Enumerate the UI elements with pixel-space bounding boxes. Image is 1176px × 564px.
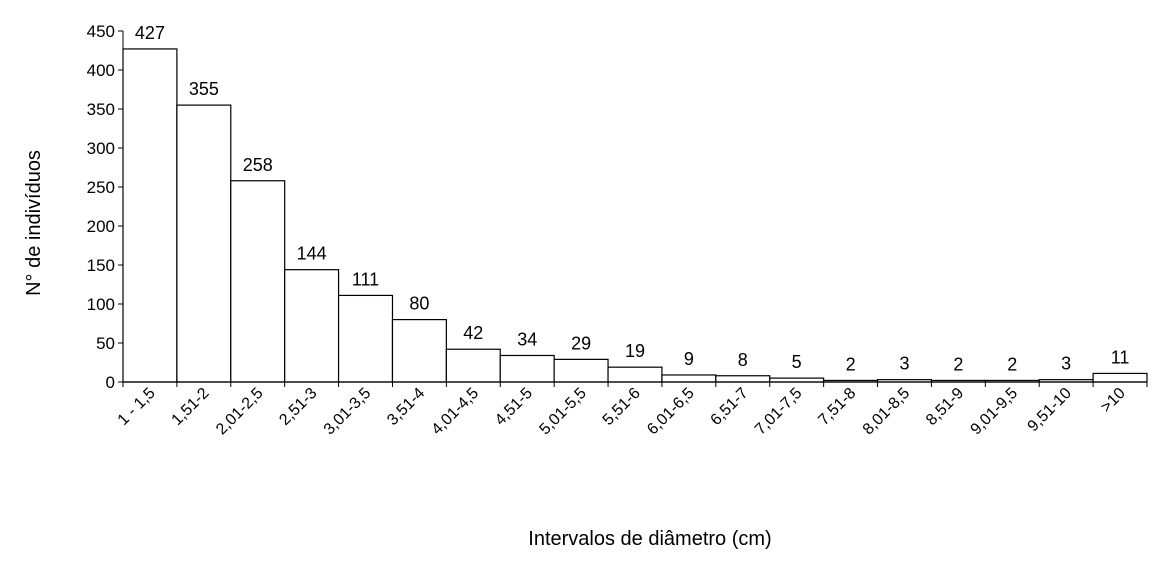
bar-data-label: 9 [684,349,694,369]
bar-data-label: 3 [899,354,909,374]
bar [607,366,663,383]
y-axis-title: N° de indivíduos [23,150,45,296]
x-category-label: 1,51-2 [169,385,213,429]
y-tick-label: 200 [87,217,115,236]
x-category-label: 2,51-3 [276,385,320,429]
bar-data-label: 80 [409,294,429,314]
x-category-label: 9,51-10 [1025,385,1075,435]
x-axis-title: Intervalos de diâmetro (cm) [528,528,771,550]
bar-data-label: 2 [846,354,856,374]
bar [1092,372,1148,383]
bar-data-label: 144 [297,244,327,264]
x-category-label: 7,01-7,5 [752,385,806,439]
x-category-label: 4,51-5 [492,385,536,429]
x-category-label: 5,51-6 [600,385,644,429]
x-category-label: 6,01-6,5 [644,385,698,439]
bar [445,348,501,383]
x-category-label: 1 - 1,5 [115,385,159,429]
bar-data-label: 3 [1061,354,1071,374]
y-tick-label: 450 [87,22,115,41]
x-category-label: 8,51-9 [923,385,967,429]
bar-data-label: 111 [352,269,379,289]
y-tick-label: 50 [96,334,115,353]
bar-data-label: 2 [1007,354,1017,374]
y-tick-label: 250 [87,178,115,197]
y-tick-label: 300 [87,139,115,158]
y-tick-label: 150 [87,256,115,275]
bars: 427 355 258 144 111 80 42 34 29 19 9 8 5 2 3 2 2 3 11 [122,23,1148,383]
bar-data-label: 2 [953,354,963,374]
bar [122,48,178,383]
bar [337,294,394,383]
bar [230,180,286,383]
y-axis: 0 50 100 150 200 250 300 350 400 450 [87,22,124,392]
bar-data-label: 19 [625,341,645,361]
x-category-label: 3,01-3,5 [321,385,375,439]
x-category-label: 3,51-4 [384,385,428,429]
y-tick-label: 350 [87,100,115,119]
bar [553,358,609,383]
x-category-label: 8,01-8,5 [860,385,914,439]
x-category-label: 6,51-7 [708,385,752,429]
bar-data-label: 355 [189,79,219,99]
bar [499,354,555,383]
bar [661,374,717,383]
x-category-label: >10 [1098,385,1129,416]
x-category-label: 7,51-8 [815,385,859,429]
bar-data-label: 34 [517,329,537,349]
bar [391,319,447,383]
bar [715,375,771,383]
x-category-label: 2,01-2,5 [213,385,267,439]
bar-data-label: 11 [1111,347,1130,367]
bar-data-label: 427 [135,23,165,43]
x-category-label: 4,01-4,5 [429,385,483,439]
y-tick-label: 0 [106,373,115,392]
bar-data-label: 29 [571,333,591,353]
bar-data-label: 5 [792,352,802,372]
x-category-label: 5,01-5,5 [536,385,590,439]
bar-data-label: 258 [243,155,273,175]
bar-data-label: 42 [463,323,483,343]
bar [284,269,340,383]
x-category-label: 9,01-9,5 [968,385,1022,439]
y-tick-label: 100 [87,295,115,314]
y-tick-label: 400 [87,61,115,80]
bar-data-label: 8 [738,350,748,370]
x-axis: 1 - 1,5 1,51-2 2,01-2,5 2,51-3 3,01-3,5 3,51-… [115,381,1148,439]
bar [176,104,232,383]
